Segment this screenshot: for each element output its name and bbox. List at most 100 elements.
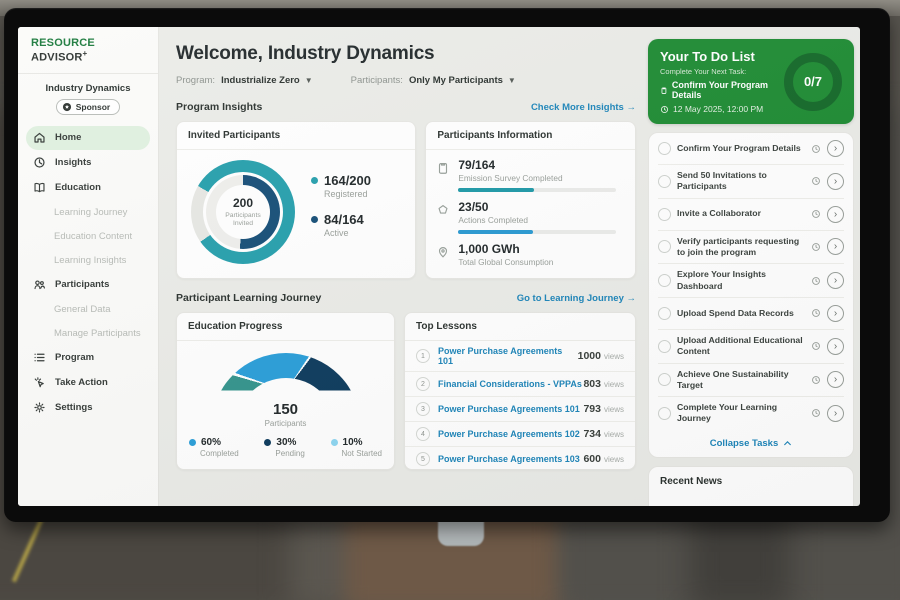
gauge-center-value: 150 <box>272 401 299 418</box>
invited-participants-title: Invited Participants <box>177 122 416 150</box>
dashboard-screen: RESOURCE ADVISOR+ Industry Dynamics Spon… <box>18 27 860 506</box>
lesson-link[interactable]: Financial Considerations - VPPAs <box>438 379 582 389</box>
legend-active: 84/164 Active <box>311 212 371 238</box>
todo-header-card: Your To Do List Complete Your Next Task:… <box>648 39 854 124</box>
legend-registered: 164/200 Registered <box>311 173 371 199</box>
collapse-tasks-link[interactable]: Collapse Tasks <box>658 430 844 457</box>
stat-actions-completed: 23/50 Actions Completed <box>426 192 635 234</box>
task-row: Upload Additional Educational Content › <box>658 330 844 364</box>
task-checkbox[interactable] <box>658 240 671 254</box>
main-content: Welcome, Industry Dynamics Program: Indu… <box>159 27 648 506</box>
sidebar-item-manage-participants[interactable]: Manage Participants <box>54 327 141 339</box>
task-checkbox[interactable] <box>658 339 671 353</box>
task-open-button[interactable]: › <box>827 304 844 322</box>
program-filter-value[interactable]: Industrialize Zero <box>221 75 300 86</box>
sponsor-icon <box>62 102 71 111</box>
clock-icon <box>812 243 820 251</box>
clock-icon <box>812 309 820 318</box>
lesson-row: 2 Financial Considerations - VPPAs 803 v… <box>405 372 635 397</box>
task-row: Verify participants requesting to join t… <box>658 231 844 265</box>
lesson-link[interactable]: Power Purchase Agreements 103 <box>438 454 580 464</box>
clock-icon <box>812 375 820 384</box>
chevron-down-icon[interactable]: ▼ <box>304 76 313 85</box>
task-open-button[interactable]: › <box>827 371 844 389</box>
invited-participants-donut-chart: 200 Participants Invited <box>191 160 295 264</box>
check-more-insights-link[interactable]: Check More Insights → <box>530 101 636 113</box>
task-checkbox[interactable] <box>658 174 671 188</box>
task-open-button[interactable]: › <box>827 172 844 190</box>
donut-center-value: 200 <box>232 195 254 210</box>
sidebar-item-take-action[interactable]: Take Action <box>26 371 150 395</box>
task-list-card: Confirm Your Program Details › Send 50 I… <box>648 132 854 458</box>
donut-center-label: Participants Invited <box>225 211 261 227</box>
task-row: Invite a Collaborator › <box>658 199 844 231</box>
lesson-row: 5 Power Purchase Agreements 103 600 view… <box>405 447 635 469</box>
lesson-link[interactable]: Power Purchase Agreements 101 <box>438 346 563 366</box>
gauge-legend: 60% Completed 30% Pending 10% Not Starte… <box>177 428 394 458</box>
chevron-down-icon[interactable]: ▼ <box>507 76 516 85</box>
chevron-up-icon <box>784 440 792 445</box>
legend-pending: 30% Pending <box>264 437 305 458</box>
task-open-button[interactable]: › <box>827 205 844 223</box>
task-open-button[interactable]: › <box>827 140 844 157</box>
actions-icon <box>438 205 448 214</box>
todo-next-task: Confirm Your Program Details <box>671 80 769 100</box>
todo-progress-ring: 0/7 <box>784 52 842 111</box>
stat-global-consumption: 1,000 GWh Total Global Consumption <box>426 234 635 267</box>
app-logo[interactable]: RESOURCE ADVISOR+ <box>18 37 158 74</box>
task-checkbox[interactable] <box>658 406 671 420</box>
task-checkbox[interactable] <box>658 373 671 387</box>
clock-icon <box>812 342 820 351</box>
navy-dot-icon <box>311 216 318 223</box>
sidebar-item-learning-journey[interactable]: Learning Journey <box>54 206 128 218</box>
task-open-button[interactable]: › <box>827 238 844 256</box>
go-to-learning-journey-link[interactable]: Go to Learning Journey → <box>516 292 636 304</box>
lesson-link[interactable]: Power Purchase Agreements 101 <box>438 404 580 414</box>
sidebar-item-participants[interactable]: Participants <box>26 273 150 297</box>
participants-filter-value[interactable]: Only My Participants <box>408 75 503 86</box>
lesson-row: 3 Power Purchase Agreements 101 793 view… <box>405 397 635 422</box>
book-icon <box>34 183 45 193</box>
clock-icon <box>812 144 820 153</box>
sidebar-item-settings[interactable]: Settings <box>26 396 150 420</box>
learning-journey-heading: Participant Learning Journey <box>176 292 322 304</box>
task-checkbox[interactable] <box>658 274 671 288</box>
task-open-button[interactable]: › <box>827 272 844 290</box>
rank-badge: 1 <box>416 349 430 363</box>
sidebar-item-insights[interactable]: Insights <box>26 151 150 175</box>
sidebar-item-general-data[interactable]: General Data <box>54 303 111 315</box>
sidebar-nav: Home Insights Education Learning Journey… <box>18 125 158 420</box>
task-row: Send 50 Invitations to Participants › <box>658 165 844 199</box>
task-open-button[interactable]: › <box>827 404 844 422</box>
sidebar-item-home[interactable]: Home <box>26 125 150 150</box>
task-checkbox[interactable] <box>658 207 671 221</box>
todo-title: Your To Do List <box>660 49 755 64</box>
todo-subtitle: Complete Your Next Task: <box>660 67 747 76</box>
insights-icon <box>34 157 45 168</box>
top-lessons-card: Top Lessons 1 Power Purchase Agreements … <box>404 312 636 470</box>
sidebar-item-education-content[interactable]: Education Content <box>54 230 133 242</box>
clock-icon <box>812 210 820 219</box>
task-checkbox[interactable] <box>658 142 671 155</box>
sidebar-item-program[interactable]: Program <box>26 346 150 370</box>
lightblue-dot-icon <box>330 439 338 446</box>
participants-information-card: Participants Information 79/164 Emission… <box>425 121 636 279</box>
sidebar-item-learning-insights[interactable]: Learning Insights <box>54 254 127 266</box>
clock-icon <box>660 105 669 113</box>
clock-icon <box>812 177 820 186</box>
logo-advisor: ADVISOR <box>31 51 83 64</box>
actions-progress-bar <box>458 230 617 234</box>
lesson-row: 4 Power Purchase Agreements 102 734 view… <box>405 422 635 447</box>
sidebar: RESOURCE ADVISOR+ Industry Dynamics Spon… <box>18 27 159 506</box>
task-checkbox[interactable] <box>658 306 671 320</box>
recent-news-title: Recent News <box>660 475 723 487</box>
legend-not-started: 10% Not Started <box>330 437 382 458</box>
gear-icon <box>34 402 45 413</box>
task-open-button[interactable]: › <box>827 337 844 355</box>
rank-badge: 5 <box>416 452 430 466</box>
gauge-center-label: Participants <box>264 419 307 428</box>
lesson-link[interactable]: Power Purchase Agreements 102 <box>438 429 580 439</box>
participants-information-title: Participants Information <box>426 122 635 150</box>
sponsor-badge[interactable]: Sponsor <box>55 98 121 115</box>
sidebar-item-education[interactable]: Education <box>26 176 150 200</box>
